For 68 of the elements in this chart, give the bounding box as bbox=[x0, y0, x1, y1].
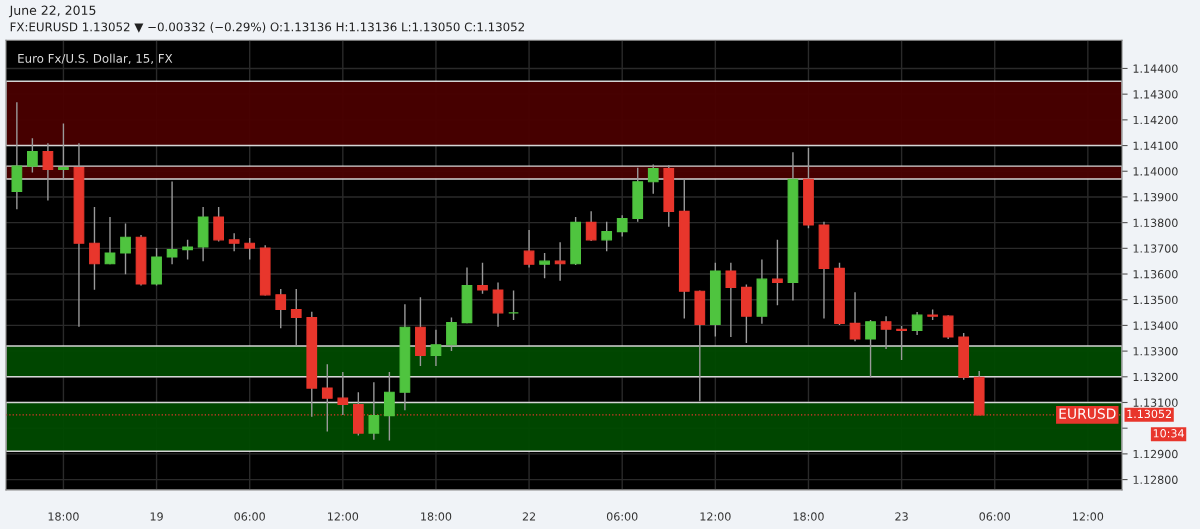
candlestick bbox=[244, 237, 256, 261]
y-tick-label: 1.12800 bbox=[1133, 475, 1178, 484]
candlestick bbox=[849, 291, 861, 343]
y-tick-label: 1.13300 bbox=[1133, 347, 1178, 356]
y-tick-label: 1.13500 bbox=[1133, 295, 1178, 305]
x-tick-label: 06:00 bbox=[979, 512, 1010, 521]
text: 1.13052 bbox=[1127, 409, 1171, 419]
candlestick bbox=[616, 214, 628, 238]
x-tick-label: 23 bbox=[895, 512, 908, 521]
candlestick bbox=[585, 210, 597, 242]
x-tick-label: 06:00 bbox=[234, 512, 265, 521]
y-tick-label: 1.14200 bbox=[1133, 115, 1178, 125]
x-tick-label: 19 bbox=[150, 512, 163, 521]
candlestick bbox=[89, 206, 100, 291]
y-tick-label: 1.13700 bbox=[1133, 244, 1178, 253]
y-tick-label: 1.13400 bbox=[1133, 321, 1178, 330]
y-tick-label: 1.14000 bbox=[1133, 167, 1178, 176]
candlestick bbox=[523, 229, 535, 269]
ref-line-label: EURUSD bbox=[1059, 408, 1116, 419]
x-tick-label: 12:00 bbox=[700, 512, 731, 521]
candlestick bbox=[772, 239, 783, 307]
text: FX:EURUSD 1.13052 ▼ −0.00332 (−0.29%) O:1.13136 H:1.13136 L:1.13050 C:1.13052 bbox=[10, 22, 525, 33]
candlestick bbox=[508, 289, 519, 321]
y-tick-label: 1.14100 bbox=[1133, 141, 1178, 150]
candlestick bbox=[430, 329, 442, 367]
candlestick bbox=[896, 325, 907, 361]
y-tick-label: 1.13200 bbox=[1133, 372, 1178, 382]
y-tick-label: 1.14300 bbox=[1133, 90, 1178, 99]
y-tick-label: 1.13600 bbox=[1133, 270, 1178, 279]
chart-subtitle: June 22, 2015 bbox=[8, 5, 96, 18]
y-tick-label: 1.13900 bbox=[1133, 192, 1178, 202]
candlestick bbox=[880, 315, 892, 350]
candlestick bbox=[290, 288, 302, 347]
candlestick bbox=[865, 319, 876, 379]
y-tick-label: 1.14400 bbox=[1133, 64, 1178, 73]
candlestick bbox=[27, 137, 38, 174]
x-tick-label: 22 bbox=[522, 512, 536, 521]
y-tick-label: 1.13100 bbox=[1133, 398, 1178, 407]
candlestick bbox=[446, 316, 457, 352]
x-tick-label: 12:00 bbox=[328, 512, 359, 521]
candlestick bbox=[647, 163, 659, 195]
candlestick bbox=[942, 314, 954, 340]
candlestick bbox=[368, 381, 380, 441]
y-tick-label: 1.12900 bbox=[1133, 449, 1178, 459]
candlestick bbox=[477, 262, 488, 295]
candlestick bbox=[228, 232, 240, 252]
candlestick bbox=[492, 281, 504, 328]
candlestick bbox=[166, 180, 178, 265]
candlestick bbox=[58, 122, 69, 180]
x-tick-label: 18:00 bbox=[421, 512, 452, 521]
candlestick bbox=[213, 206, 225, 243]
candlestick bbox=[539, 252, 550, 279]
y-tick-label: 1.13800 bbox=[1133, 218, 1178, 228]
text: Euro Fx/U.S. Dollar, 15, FX bbox=[18, 53, 173, 65]
text: 10:34 bbox=[1153, 429, 1184, 438]
candlestick bbox=[601, 221, 613, 252]
candlestick bbox=[275, 288, 287, 329]
candlestick bbox=[104, 216, 116, 265]
x-tick-label: 18:00 bbox=[48, 512, 79, 521]
x-tick-label: 12:00 bbox=[1073, 512, 1104, 521]
candlestick bbox=[120, 222, 131, 275]
candlestick bbox=[911, 311, 923, 336]
x-tick-label: 18:00 bbox=[793, 512, 824, 521]
candlestick bbox=[182, 239, 193, 261]
x-tick-label: 06:00 bbox=[606, 512, 638, 521]
candlestick bbox=[42, 142, 54, 202]
candlestick bbox=[725, 262, 737, 338]
candlestick bbox=[384, 371, 395, 442]
